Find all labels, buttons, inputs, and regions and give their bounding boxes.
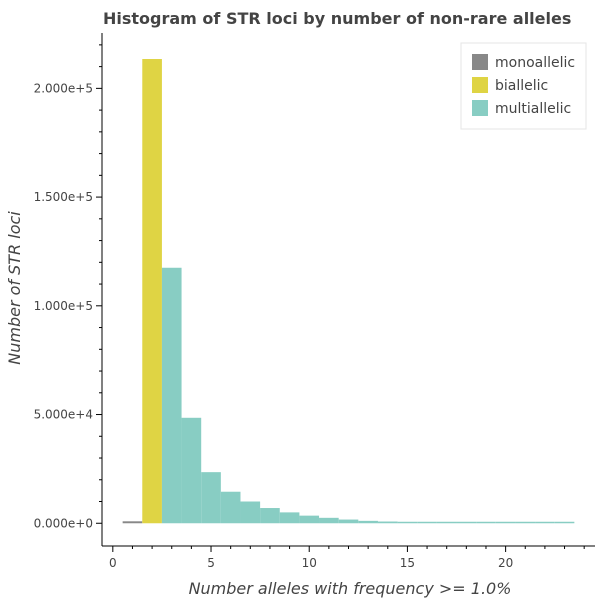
legend-label-monoallelic: monoallelic	[495, 55, 575, 71]
bar-multiallelic-7	[240, 501, 261, 524]
y-tick-label: 1.000e+5	[34, 299, 93, 313]
legend-swatch-monoallelic	[472, 54, 488, 70]
x-tick-label: 10	[302, 556, 317, 570]
bar-multiallelic-9	[279, 512, 300, 524]
bar-multiallelic-8	[260, 508, 280, 524]
y-tick-label: 0.000e+0	[34, 516, 93, 530]
legend-items: monoallelic biallelic multiallelic	[472, 54, 575, 117]
bar-multiallelic-22	[535, 521, 555, 524]
bar-multiallelic-20	[495, 521, 516, 524]
bar-multiallelic-10	[299, 515, 320, 524]
legend-swatch-multiallelic	[472, 100, 488, 116]
bar-monoallelic-1	[122, 521, 143, 524]
bar-multiallelic-19	[476, 521, 496, 524]
bar-multiallelic-15	[397, 521, 418, 524]
legend-swatch-biallelic	[472, 77, 488, 93]
x-tick-label: 5	[207, 556, 215, 570]
bar-multiallelic-16	[417, 521, 437, 524]
x-tick-label: 0	[109, 556, 117, 570]
y-axis-label: Number of STR loci	[5, 211, 24, 365]
x-axis-label: Number alleles with frequency >= 1.0%	[189, 579, 512, 598]
y-tick-label: 5.000e+4	[34, 408, 93, 422]
bar-biallelic-2	[142, 59, 162, 524]
bar-multiallelic-5	[201, 472, 221, 524]
legend-label-biallelic: biallelic	[495, 78, 548, 94]
chart-title: Histogram of STR loci by number of non-r…	[103, 9, 571, 28]
bar-multiallelic-4	[181, 417, 202, 524]
bar-multiallelic-12	[338, 519, 359, 524]
bar-multiallelic-13	[358, 520, 378, 524]
legend-label-multiallelic: multiallelic	[495, 101, 571, 117]
y-tick-label: 2.000e+5	[34, 81, 93, 95]
y-tick-label: 1.500e+5	[34, 190, 93, 204]
bars-layer	[122, 59, 575, 524]
bar-multiallelic-11	[319, 517, 339, 524]
y-axis-ticks: 0.000e+0 5.000e+4 1.000e+5 1.500e+5 2.000e+5	[34, 44, 102, 530]
legend: monoallelic biallelic multiallelic	[460, 42, 587, 130]
x-axis-ticks: 0 5 10 15 20	[109, 546, 585, 570]
bar-multiallelic-14	[377, 521, 398, 524]
bar-multiallelic-6	[220, 491, 241, 524]
bar-multiallelic-18	[456, 521, 477, 524]
bar-multiallelic-21	[515, 521, 536, 524]
x-tick-label: 15	[400, 556, 415, 570]
bar-multiallelic-23	[554, 521, 575, 524]
bar-multiallelic-17	[436, 521, 457, 524]
x-tick-label: 20	[498, 556, 513, 570]
bar-multiallelic-3	[161, 267, 182, 524]
